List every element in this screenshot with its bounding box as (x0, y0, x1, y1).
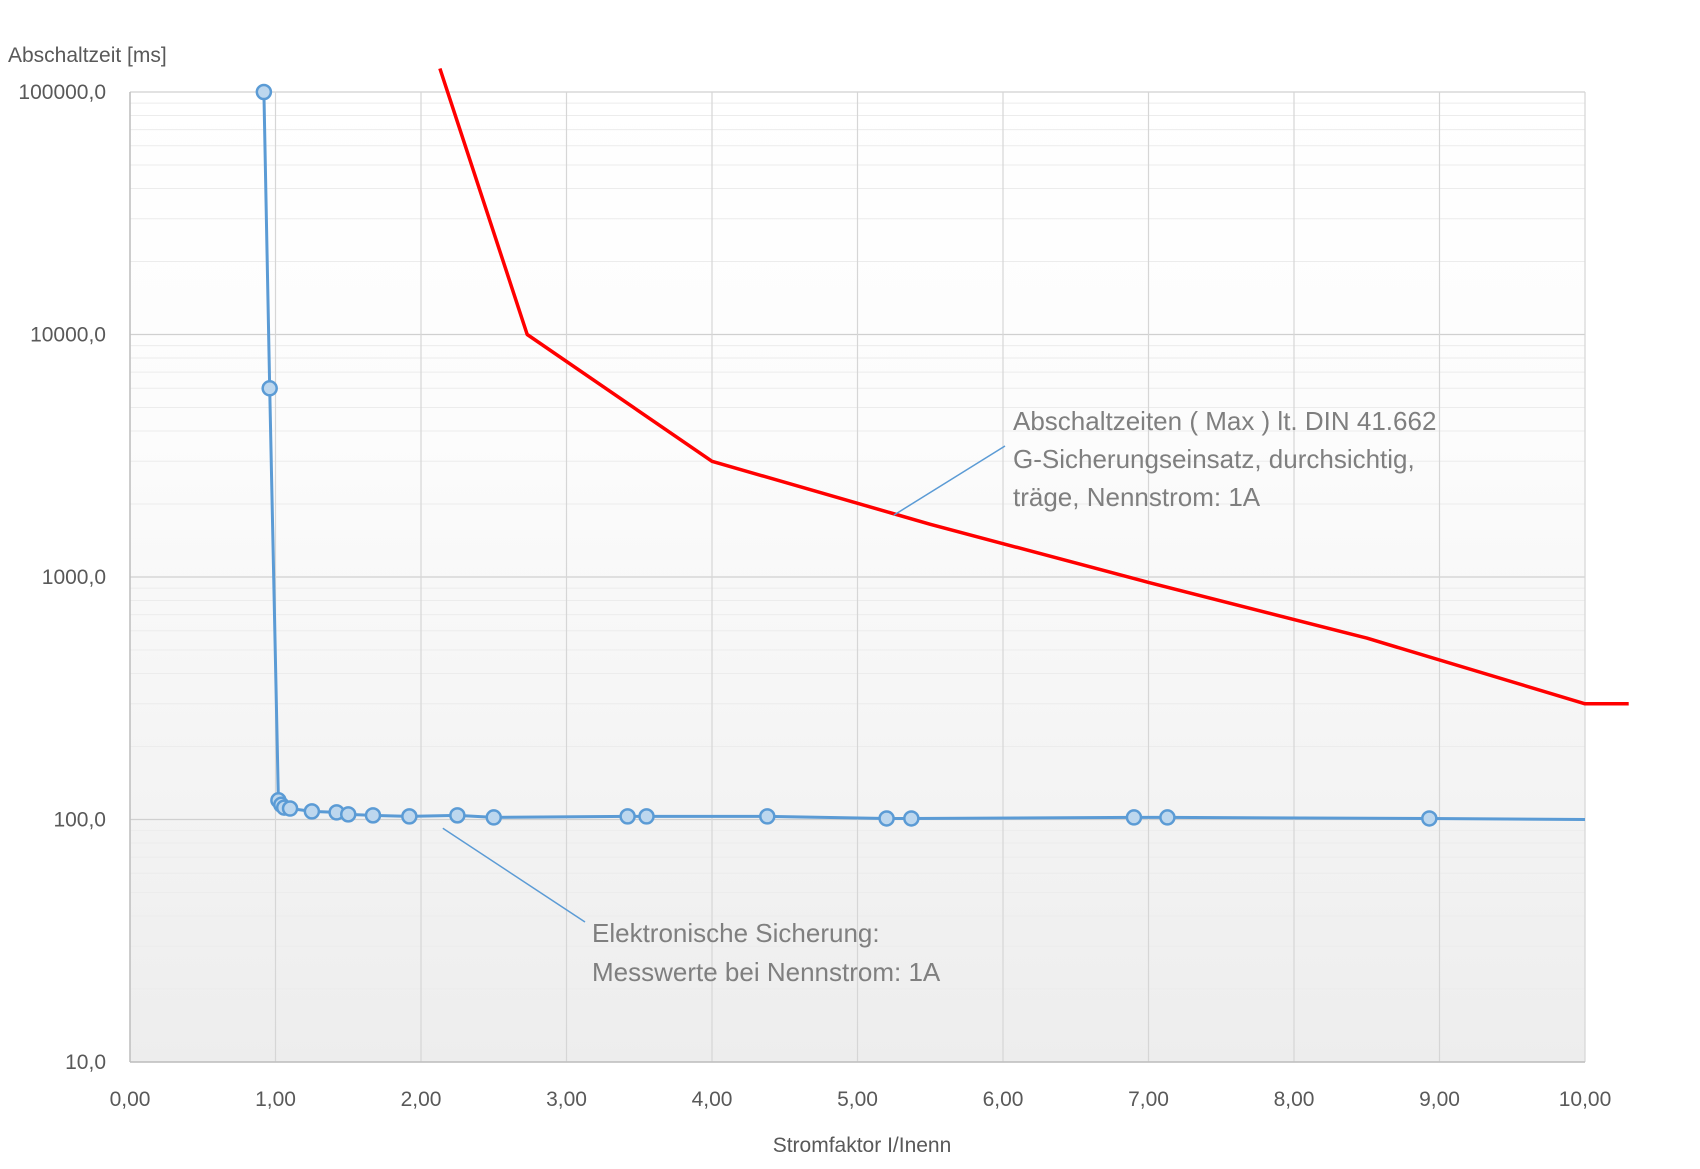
series-0-point (485, 809, 502, 826)
x-tick-label: 4,00 (692, 1088, 733, 1111)
series-1-line (438, 67, 1629, 706)
y-tick-label: 10000,0 (30, 324, 106, 347)
x-tick-label: 9,00 (1419, 1088, 1460, 1111)
x-tick-label: 10,00 (1559, 1088, 1612, 1111)
series-0-point (303, 803, 321, 820)
annotation-1-text: Elektronische Sicherung: (592, 918, 880, 948)
x-tick-label: 1,00 (255, 1088, 296, 1111)
series-layer (255, 67, 1629, 827)
grid-layer (129, 91, 1586, 1063)
y-tick-label: 1000,0 (42, 566, 106, 589)
x-tick-label: 6,00 (983, 1088, 1024, 1111)
series-0-point (759, 808, 776, 825)
annotation-0-text: träge, Nennstrom: 1A (1013, 482, 1261, 512)
y-tick-label: 100,0 (53, 809, 106, 832)
annotation-1-text: Messwerte bei Nennstrom: 1A (592, 957, 941, 987)
series-0-point (878, 810, 895, 827)
series-0-point (364, 807, 382, 824)
series-0-point (903, 810, 920, 827)
x-tick-label: 2,00 (401, 1088, 442, 1111)
series-0-point (281, 800, 299, 817)
y-tick-label: 100000,0 (18, 81, 106, 104)
series-0-point (401, 808, 418, 825)
series-0-point (1159, 809, 1176, 826)
annotation-layer: Abschaltzeiten ( Max ) lt. DIN 41.662 G-S… (442, 406, 1436, 987)
annotation-1-leader-line (442, 827, 586, 923)
series-0-point (340, 806, 357, 823)
series-0-point (638, 808, 655, 825)
y-axis-title: Abschaltzeit [ms] (8, 44, 167, 67)
series-0-point (261, 380, 278, 397)
series-0-point (619, 808, 636, 825)
x-axis-title: Stromfaktor I/Inenn (773, 1134, 952, 1157)
series-0-point (1421, 810, 1438, 827)
series-0-point (255, 83, 273, 101)
x-tick-label: 0,00 (110, 1088, 151, 1111)
axis-layer: 0,00 1,00 2,00 3,00 4,00 5,00 6,00 7,00 8,00 9,00… (18, 81, 1611, 1111)
x-tick-label: 5,00 (837, 1088, 878, 1111)
annotation-0-text: G-Sicherungseinsatz, durchsichtig, (1013, 444, 1415, 474)
x-tick-label: 7,00 (1128, 1088, 1169, 1111)
y-tick-label: 10,0 (65, 1051, 106, 1074)
series-0-point (449, 807, 466, 824)
series-0-point (1125, 809, 1143, 826)
x-tick-label: 8,00 (1274, 1088, 1315, 1111)
annotation-0-text: Abschaltzeiten ( Max ) lt. DIN 41.662 (1013, 406, 1436, 436)
x-tick-label: 3,00 (546, 1088, 587, 1111)
annotation-0-leader-line (893, 445, 1006, 516)
